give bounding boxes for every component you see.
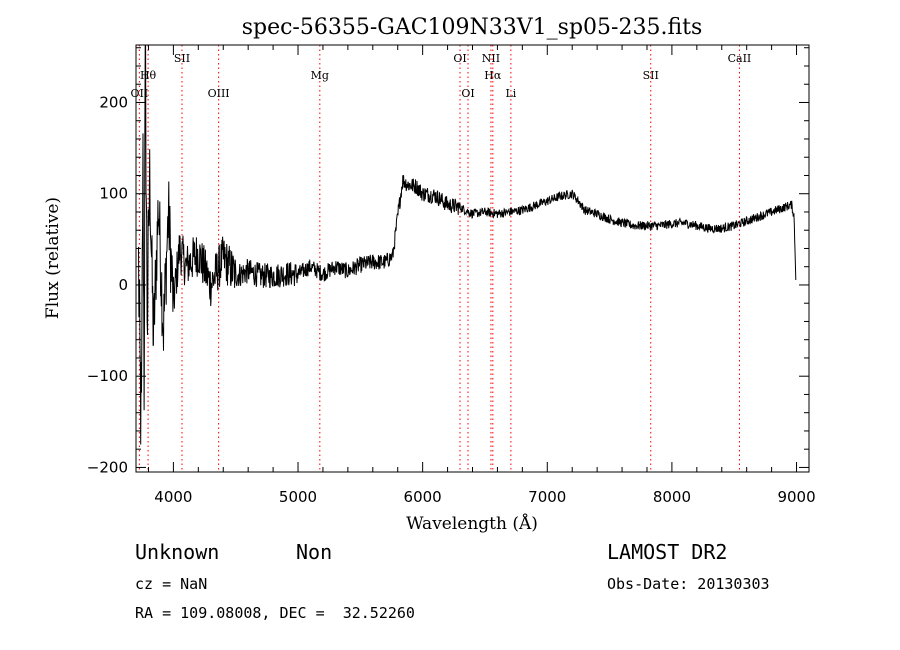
spectral-line-label: Li (505, 87, 516, 100)
x-tick-label: 6000 (404, 488, 442, 506)
plot-frame (135, 44, 810, 473)
x-tick-label: 5000 (279, 488, 317, 506)
redshift-readout: cz = NaN (135, 575, 208, 593)
observation-date: Obs-Date: 20130303 (607, 575, 770, 593)
spectral-line-label: Mg (311, 69, 329, 82)
object-subclass: Non (296, 540, 333, 564)
x-tick-label: 9000 (777, 488, 815, 506)
spectral-line-label: Hα (484, 69, 502, 82)
spectral-line-label: SII (643, 69, 659, 82)
y-tick-label: 100 (99, 185, 128, 203)
spectral-line-label: OIII (208, 87, 230, 100)
spectral-line-label: OI (453, 52, 466, 65)
x-axis-title: Wavelength (Å) (406, 513, 538, 534)
y-tick-label: −200 (87, 458, 128, 476)
spectral-line-label: OI (461, 87, 474, 100)
x-axis-ticks: 4000 5000 6000 7000 8000 9000 (147, 45, 816, 506)
y-axis-ticks: −200 −100 0 100 200 (87, 47, 809, 476)
y-tick-label: 0 (118, 276, 128, 294)
spectral-line-label: SII (174, 52, 190, 65)
survey-name: LAMOST DR2 (607, 540, 728, 564)
x-tick-label: 4000 (154, 488, 192, 506)
coordinates-readout: RA = 109.08008, DEC = 32.52260 (135, 604, 415, 622)
spectral-line-markers (138, 45, 740, 472)
spectral-line-label: OII (131, 87, 149, 100)
y-tick-label: 200 (99, 93, 128, 111)
spectral-line-label: NII (482, 52, 500, 65)
x-tick-label: 7000 (528, 488, 566, 506)
spectrum-line (138, 44, 797, 445)
spectral-line-label: CaII (728, 52, 752, 65)
x-tick-label: 8000 (653, 488, 691, 506)
spectral-line-label: Hθ (140, 69, 157, 82)
object-type: Unknown (135, 540, 220, 564)
y-tick-label: −100 (87, 367, 128, 385)
chart-title: spec-56355-GAC109N33V1_sp05-235.fits (242, 15, 703, 40)
y-axis-title: Flux (relative) (43, 197, 63, 319)
